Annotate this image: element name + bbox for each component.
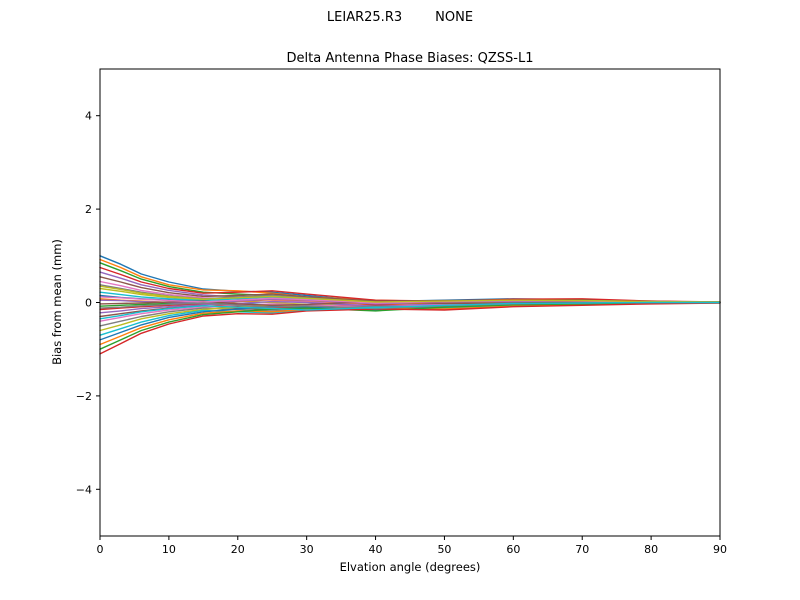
- y-tick-label: 4: [85, 110, 92, 123]
- y-tick-label: −2: [76, 390, 92, 403]
- x-tick-label: 20: [231, 543, 245, 556]
- series-line: [99, 301, 721, 350]
- x-tick-label: 50: [437, 543, 451, 556]
- series-line: [99, 300, 721, 306]
- y-tick-label: −4: [76, 483, 92, 496]
- y-axis-label: Bias from mean (mm): [50, 239, 64, 365]
- x-tick-label: 10: [162, 543, 176, 556]
- x-tick-label: 80: [644, 543, 658, 556]
- series-line: [99, 302, 721, 355]
- x-tick-label: 60: [506, 543, 520, 556]
- y-tick-label: 2: [85, 203, 92, 216]
- y-tick-label: 0: [85, 297, 92, 310]
- x-tick-label: 90: [713, 543, 727, 556]
- axes-title: Delta Antenna Phase Biases: QZSS-L1: [286, 51, 534, 66]
- x-tick-label: 30: [300, 543, 314, 556]
- series-line: [99, 285, 721, 303]
- figure-suptitle: LEIAR25.R3 NONE: [326, 10, 474, 25]
- x-tick-label: 0: [97, 543, 104, 556]
- series-line: [99, 301, 721, 320]
- series-line: [99, 266, 721, 303]
- x-tick-label: 40: [369, 543, 383, 556]
- x-axis-label: Elvation angle (degrees): [339, 560, 481, 574]
- series-line: [99, 258, 721, 304]
- x-tick-label: 70: [575, 543, 589, 556]
